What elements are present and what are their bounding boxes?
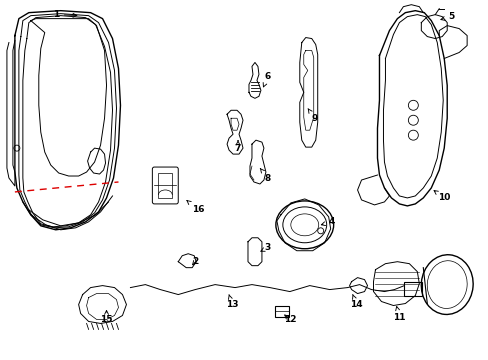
Bar	[274, 306, 288, 318]
Bar	[158, 173, 172, 198]
Text: 2: 2	[192, 257, 198, 266]
Bar	[404, 282, 422, 296]
Text: 1: 1	[53, 10, 77, 19]
Text: 13: 13	[225, 294, 238, 309]
Text: 11: 11	[392, 306, 405, 322]
Text: 16: 16	[186, 201, 204, 215]
Text: 15: 15	[100, 311, 113, 324]
Text: 7: 7	[234, 141, 241, 153]
Text: 10: 10	[433, 190, 449, 202]
Text: 14: 14	[349, 294, 362, 309]
Text: 3: 3	[260, 243, 270, 252]
Text: 4: 4	[321, 217, 334, 226]
Text: 5: 5	[440, 12, 453, 21]
Circle shape	[317, 228, 323, 234]
Text: 9: 9	[307, 109, 317, 123]
Text: 8: 8	[260, 168, 270, 183]
Text: 12: 12	[283, 315, 295, 324]
Text: 6: 6	[263, 72, 270, 87]
